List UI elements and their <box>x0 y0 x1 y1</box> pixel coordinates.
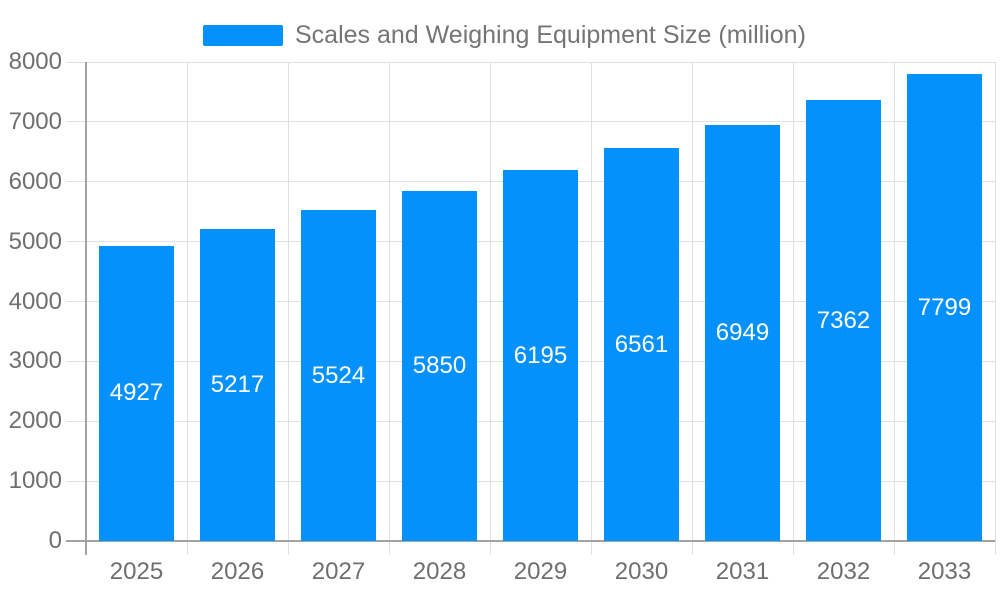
x-axis-line <box>66 540 995 542</box>
bar[interactable] <box>503 170 578 541</box>
x-axis-tick-label: 2026 <box>210 558 265 585</box>
x-gridline <box>994 62 996 555</box>
x-gridline <box>691 62 693 555</box>
bar-value-label: 5524 <box>311 361 366 389</box>
legend-series-label: Scales and Weighing Equipment Size (mill… <box>295 21 806 49</box>
bar[interactable] <box>705 124 780 541</box>
bar[interactable] <box>301 210 376 541</box>
x-axis-tick-label: 2033 <box>917 558 972 585</box>
y-axis-tick-label: 8000 <box>8 48 62 75</box>
bar-value-label: 4927 <box>109 379 164 407</box>
legend-color-swatch <box>203 25 283 46</box>
y-axis-tick-label: 1000 <box>8 467 62 495</box>
bar-value-label: 6195 <box>513 341 568 369</box>
x-gridline <box>388 62 390 555</box>
bar-value-label: 5850 <box>412 351 467 379</box>
x-gridline <box>893 62 895 555</box>
bar-value-label: 6561 <box>614 330 669 358</box>
x-axis-tick-label: 2025 <box>109 558 164 585</box>
x-gridline <box>792 62 794 555</box>
y-axis-tick-label: 0 <box>48 527 62 554</box>
y-axis-tick-label: 5000 <box>8 227 62 255</box>
x-axis-tick-label: 2030 <box>614 558 669 585</box>
x-axis-tick-label: 2029 <box>513 558 568 585</box>
y-axis-line <box>85 62 87 555</box>
y-axis-tick-label: 6000 <box>8 167 62 195</box>
x-gridline <box>186 62 188 555</box>
bar-value-label: 7362 <box>816 306 871 334</box>
y-axis-tick-label: 3000 <box>8 347 62 375</box>
bar-value-label: 5217 <box>210 370 265 398</box>
bar-value-label: 6949 <box>715 318 770 346</box>
y-axis-tick-label: 2000 <box>8 407 62 435</box>
y-gridline <box>66 121 995 123</box>
x-axis-tick-label: 2027 <box>311 558 366 585</box>
x-axis-tick-label: 2028 <box>412 558 467 585</box>
bar-value-label: 7799 <box>917 293 972 321</box>
y-axis-tick-label: 7000 <box>8 107 62 135</box>
bar[interactable] <box>604 148 679 541</box>
x-gridline <box>287 62 289 555</box>
x-gridline <box>489 62 491 555</box>
chart-legend[interactable]: Scales and Weighing Equipment Size (mill… <box>203 21 806 49</box>
y-axis-tick-label: 4000 <box>8 287 62 315</box>
x-axis-tick-label: 2031 <box>715 558 770 585</box>
bar[interactable] <box>402 190 477 541</box>
bar[interactable] <box>806 100 881 541</box>
y-gridline <box>66 61 995 63</box>
x-gridline <box>590 62 592 555</box>
bar[interactable] <box>907 74 982 541</box>
x-axis-tick-label: 2032 <box>816 558 871 585</box>
bar[interactable] <box>200 228 275 541</box>
bar[interactable] <box>99 245 174 541</box>
